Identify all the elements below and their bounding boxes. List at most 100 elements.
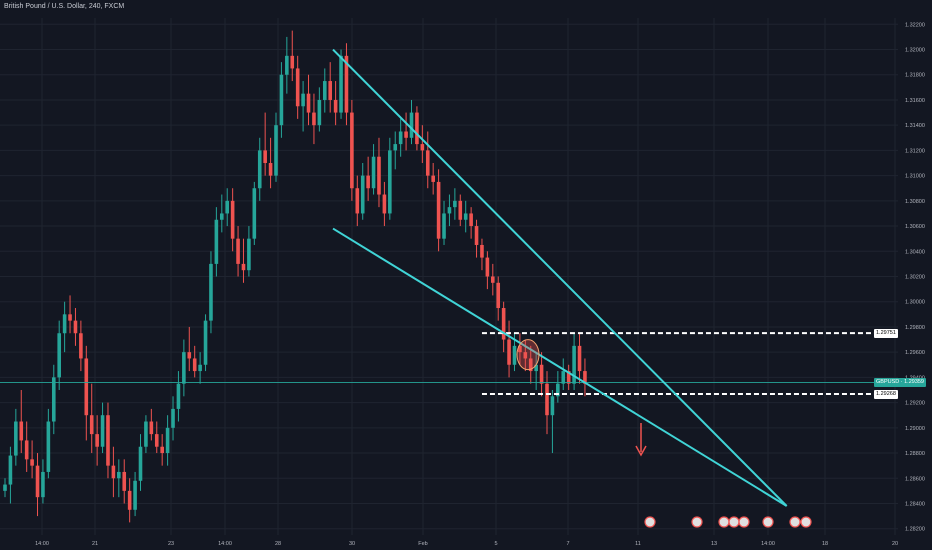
candle-body bbox=[214, 219, 219, 264]
candle-body bbox=[339, 55, 343, 113]
candle-body bbox=[230, 200, 235, 239]
candle-body bbox=[182, 352, 186, 384]
candle-body bbox=[577, 345, 582, 372]
candle-body bbox=[328, 81, 332, 100]
y-tick-label: 1.28600 bbox=[905, 476, 925, 482]
candle-body bbox=[106, 415, 110, 466]
candle-body bbox=[458, 200, 463, 220]
y-tick-label: 1.29800 bbox=[905, 325, 925, 331]
event-marker-icon bbox=[691, 516, 703, 528]
y-tick-label: 1.31600 bbox=[905, 98, 925, 104]
candle-body bbox=[583, 371, 587, 384]
candle-body bbox=[469, 213, 473, 227]
candle-body bbox=[51, 377, 56, 422]
candle-body bbox=[225, 200, 230, 214]
x-tick-label: 7 bbox=[566, 541, 569, 547]
event-marker-icon bbox=[644, 516, 656, 528]
x-tick-label: 18 bbox=[822, 541, 828, 547]
candle-body bbox=[62, 314, 67, 334]
x-tick-label: 13 bbox=[711, 541, 717, 547]
candle-body bbox=[241, 263, 246, 271]
candle-body bbox=[491, 276, 495, 283]
candle-body bbox=[518, 345, 522, 353]
candle-body bbox=[279, 74, 284, 126]
candle-body bbox=[431, 175, 435, 182]
x-tick-label: 14:00 bbox=[218, 541, 232, 547]
x-tick-label: 20 bbox=[892, 541, 898, 547]
candle-body bbox=[247, 238, 251, 271]
candle-body bbox=[8, 455, 13, 485]
candle-body bbox=[127, 490, 132, 510]
candle-body bbox=[274, 125, 278, 176]
candle-body bbox=[480, 244, 484, 258]
candle-body bbox=[149, 421, 154, 435]
candle-body bbox=[79, 333, 83, 359]
candle-body bbox=[512, 345, 517, 365]
candle-body bbox=[301, 93, 305, 107]
candle-body bbox=[192, 358, 197, 372]
candle-body bbox=[73, 320, 78, 334]
candle-body bbox=[30, 459, 34, 466]
candle-body bbox=[420, 144, 425, 151]
candle-body bbox=[393, 144, 398, 151]
candle-body bbox=[436, 181, 441, 239]
candle-body bbox=[398, 131, 403, 145]
trendline-upper bbox=[332, 48, 788, 507]
candle-body bbox=[404, 131, 408, 138]
y-tick-label: 1.32000 bbox=[905, 48, 925, 54]
candle-body bbox=[355, 188, 360, 214]
candle-body bbox=[290, 55, 295, 69]
candle-body bbox=[138, 446, 143, 481]
candle-body bbox=[528, 358, 533, 372]
y-tick-label: 1.28800 bbox=[905, 451, 925, 457]
x-tick-label: 28 bbox=[275, 541, 281, 547]
candle-body bbox=[160, 446, 164, 454]
y-tick-label: 1.28200 bbox=[905, 527, 925, 533]
candle-body bbox=[68, 314, 72, 321]
y-tick-label: 1.30000 bbox=[905, 300, 925, 306]
candle-body bbox=[425, 150, 430, 176]
candle-body bbox=[203, 320, 208, 365]
candle-body bbox=[46, 421, 51, 472]
candle-body bbox=[285, 55, 289, 75]
candle-body bbox=[539, 364, 544, 384]
candle-body bbox=[209, 263, 213, 321]
candle-body bbox=[572, 345, 576, 384]
candle-body bbox=[344, 55, 349, 113]
candle-body bbox=[463, 213, 468, 220]
candle-body bbox=[257, 150, 262, 189]
event-marker-icon bbox=[800, 516, 812, 528]
y-tick-label: 1.31400 bbox=[905, 123, 925, 129]
candle-body bbox=[312, 112, 316, 126]
candle-body bbox=[117, 471, 121, 479]
candle-body bbox=[24, 440, 29, 460]
candle-body bbox=[176, 383, 181, 409]
candle-body bbox=[550, 396, 555, 416]
candle-body bbox=[165, 427, 170, 454]
x-tick-label: 23 bbox=[168, 541, 174, 547]
candle-body bbox=[377, 156, 381, 195]
y-tick-label: 1.28400 bbox=[905, 501, 925, 507]
candle-body bbox=[371, 156, 376, 189]
candle-body bbox=[122, 471, 127, 491]
x-tick-label: Feb bbox=[418, 541, 427, 547]
level-price-tag: 1.29751 bbox=[874, 328, 898, 338]
event-marker-icon bbox=[738, 516, 750, 528]
candle-body bbox=[171, 408, 175, 428]
event-marker-icon bbox=[728, 516, 740, 528]
candle-body bbox=[350, 112, 354, 189]
trendline-lower bbox=[332, 227, 788, 507]
y-tick-label: 1.31200 bbox=[905, 148, 925, 154]
candle-body bbox=[388, 150, 392, 214]
y-tick-label: 1.30800 bbox=[905, 199, 925, 205]
y-tick-label: 1.29600 bbox=[905, 350, 925, 356]
candle-body bbox=[263, 150, 267, 164]
candle-body bbox=[415, 112, 419, 145]
event-marker-icon bbox=[789, 516, 801, 528]
candle-body bbox=[89, 415, 94, 435]
x-tick-label: 5 bbox=[494, 541, 497, 547]
candle-body bbox=[545, 383, 549, 416]
x-tick-label: 14:00 bbox=[761, 541, 775, 547]
y-tick-label: 1.30400 bbox=[905, 249, 925, 255]
